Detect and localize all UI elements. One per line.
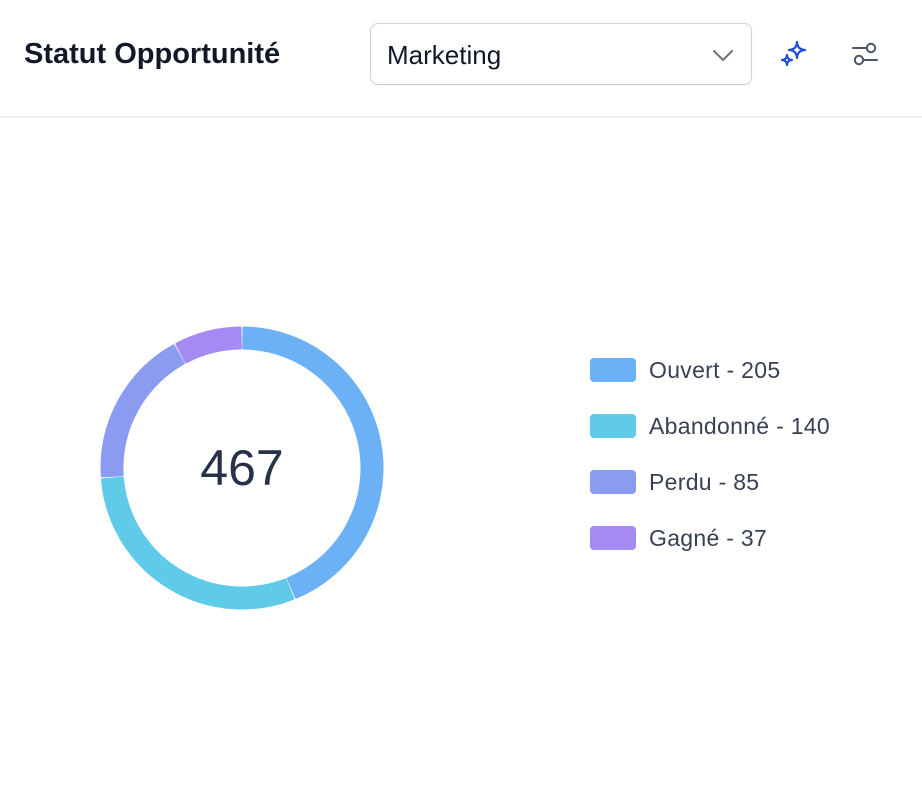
donut-chart: 467 bbox=[100, 326, 384, 610]
legend-item[interactable]: Ouvert - 205 bbox=[590, 356, 780, 384]
legend-swatch bbox=[590, 526, 636, 550]
widget-header: Statut Opportunité Marketing bbox=[0, 0, 922, 118]
legend-item[interactable]: Perdu - 85 bbox=[590, 468, 759, 496]
chart-area: 467 Ouvert - 205 Abandonné - 140 Perdu - 8… bbox=[0, 118, 922, 806]
legend-item[interactable]: Abandonné - 140 bbox=[590, 412, 830, 440]
donut-slices bbox=[100, 326, 384, 610]
donut-slice-2[interactable] bbox=[101, 476, 295, 610]
legend-label: Ouvert - 205 bbox=[649, 357, 781, 383]
legend-swatch bbox=[590, 414, 636, 438]
chart-settings-button[interactable] bbox=[847, 36, 883, 72]
legend-item[interactable]: Gagné - 37 bbox=[590, 524, 767, 552]
legend-label: Abandonné - 140 bbox=[649, 413, 830, 439]
category-select-value: Marketing bbox=[387, 40, 502, 70]
chevron-down-icon bbox=[713, 50, 733, 61]
legend-label: Perdu - 85 bbox=[649, 469, 760, 495]
legend-swatch bbox=[590, 470, 636, 494]
total-value: 467 bbox=[200, 440, 283, 496]
category-select[interactable]: Marketing bbox=[370, 23, 752, 85]
sliders-icon bbox=[852, 42, 878, 66]
donut-slice-1[interactable] bbox=[242, 326, 384, 599]
legend-label: Gagné - 37 bbox=[649, 525, 768, 551]
donut-slice-4[interactable] bbox=[175, 326, 242, 364]
widget-title: Statut Opportunité bbox=[24, 38, 281, 70]
ai-insights-button[interactable] bbox=[776, 36, 812, 72]
donut-slice-3[interactable] bbox=[100, 344, 185, 478]
sparkle-icon bbox=[780, 40, 807, 67]
legend-swatch bbox=[590, 358, 636, 382]
